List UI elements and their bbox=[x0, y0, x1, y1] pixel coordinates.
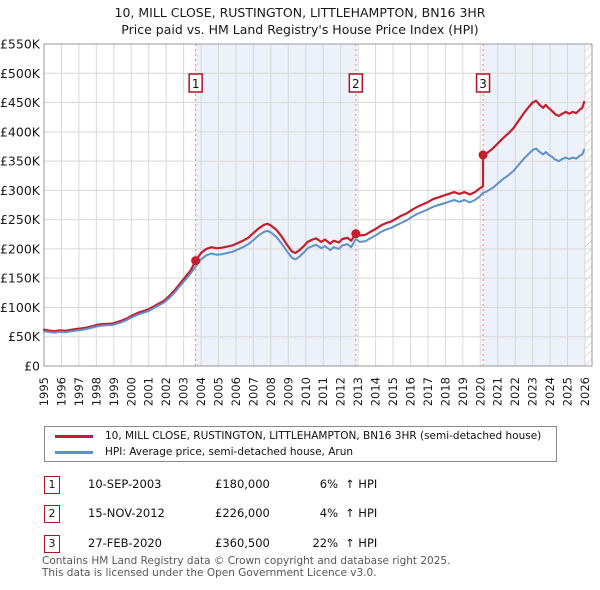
transaction-row: 1 10-SEP-2003 £180,000 6% ↑ HPI bbox=[44, 476, 584, 495]
sale-hpi-suffix: ↑ HPI bbox=[345, 477, 378, 491]
price-chart-plot: 1 2 3 £0 £50K £100K £150K £200K £250K £300K £350K £… bbox=[0, 37, 593, 406]
sale-price: £180,000 bbox=[215, 477, 270, 491]
sale-flag-1: 1 bbox=[44, 476, 60, 494]
x-tick-label: 1998 bbox=[89, 377, 103, 406]
footer-line-1: Contains HM Land Registry data © Crown c… bbox=[42, 555, 451, 567]
x-tick-label: 2012 bbox=[334, 377, 348, 406]
footer-line-2: This data is licensed under the Open Gov… bbox=[42, 566, 377, 579]
sale-flag-marker-1 bbox=[188, 73, 203, 93]
x-tick-label: 2020 bbox=[473, 377, 487, 406]
x-tick-label: 2001 bbox=[142, 377, 156, 406]
sale-flag-marker-2 bbox=[348, 73, 364, 93]
sale-flag-2: 2 bbox=[44, 505, 60, 523]
sale-hpi-suffix: ↑ HPI bbox=[345, 506, 378, 520]
series-property-line bbox=[42, 99, 586, 333]
x-tick-label: 2017 bbox=[421, 377, 435, 406]
sale-date: 27-FEB-2020 bbox=[88, 536, 162, 550]
transaction-row: 2 15-NOV-2012 £226,000 4% ↑ HPI bbox=[44, 505, 584, 524]
sale-hpi-suffix: ↑ HPI bbox=[345, 536, 378, 550]
sale-price: £226,000 bbox=[215, 506, 270, 520]
x-tick-label: 2014 bbox=[369, 377, 383, 406]
x-tick-label: 2018 bbox=[438, 377, 452, 406]
x-tick-label: 2019 bbox=[456, 377, 470, 406]
sale-date: 10-SEP-2003 bbox=[88, 477, 162, 491]
y-tick-label: £550K bbox=[0, 37, 41, 52]
sale-dot-3 bbox=[478, 150, 488, 160]
sale-flag-number-1: 1 bbox=[192, 77, 200, 91]
legend-item-hpi: HPI: Average price, semi-detached house,… bbox=[45, 444, 556, 460]
x-tick-label: 2007 bbox=[246, 377, 260, 406]
plot-border bbox=[43, 43, 593, 367]
sale-dot-1 bbox=[191, 256, 201, 266]
sale-price: £360,500 bbox=[215, 536, 270, 550]
sale-flag-3: 3 bbox=[44, 535, 60, 553]
x-tick-label: 2009 bbox=[281, 377, 295, 406]
y-tick-label: £300K bbox=[0, 183, 41, 198]
sale-hpi-percent: 6% bbox=[319, 477, 338, 491]
ownership-band bbox=[195, 44, 356, 366]
x-tick-label: 2006 bbox=[229, 377, 243, 406]
x-tick-label: 2005 bbox=[212, 377, 226, 406]
chart-subtitle: Price paid vs. HM Land Registry's House … bbox=[121, 22, 479, 37]
legend-label-hpi: HPI: Average price, semi-detached house,… bbox=[105, 446, 354, 458]
x-tick-label: 2003 bbox=[177, 377, 191, 406]
x-tick-label: 1997 bbox=[72, 377, 86, 406]
x-tick-label: 2013 bbox=[351, 377, 365, 406]
x-tick-label: 2023 bbox=[526, 377, 540, 406]
x-tick-label: 2024 bbox=[543, 377, 557, 406]
y-tick-label: £500K bbox=[0, 66, 41, 81]
x-tick-label: 2021 bbox=[491, 377, 505, 406]
transaction-row: 3 27-FEB-2020 £360,500 22% ↑ HPI bbox=[44, 535, 584, 554]
ownership-band bbox=[483, 44, 585, 366]
x-tick-label: 2002 bbox=[159, 377, 173, 406]
chart-title: 10, MILL CLOSE, RUSTINGTON, LITTLEHAMPTO… bbox=[114, 5, 486, 20]
sale-flag-marker-3 bbox=[475, 73, 491, 93]
license-footer: Contains HM Land Registry data © Crown c… bbox=[42, 555, 451, 579]
x-tick-label: 2026 bbox=[578, 377, 592, 406]
x-tick-label: 2016 bbox=[403, 377, 417, 406]
sale-flag-number-2: 2 bbox=[352, 77, 360, 91]
x-tick-label: 2011 bbox=[316, 377, 330, 406]
sale-date: 15-NOV-2012 bbox=[88, 506, 165, 520]
x-tick-label: 1995 bbox=[37, 377, 51, 406]
x-tick-label: 2025 bbox=[561, 377, 575, 406]
sale-hpi-percent: 22% bbox=[312, 536, 338, 550]
x-tick-label: 2008 bbox=[264, 377, 278, 406]
legend-label-property: 10, MILL CLOSE, RUSTINGTON, LITTLEHAMPTO… bbox=[105, 430, 542, 442]
x-tick-label: 2004 bbox=[194, 377, 208, 406]
y-tick-label: £450K bbox=[0, 95, 41, 110]
x-tick-label: 2022 bbox=[508, 377, 522, 406]
series-hpi-line bbox=[43, 147, 586, 334]
y-tick-label: £50K bbox=[8, 329, 41, 344]
y-tick-label: £200K bbox=[0, 241, 41, 256]
y-tick-label: £100K bbox=[0, 300, 41, 315]
y-tick-label: £0 bbox=[24, 359, 40, 374]
y-tick-label: £250K bbox=[0, 212, 41, 227]
y-tick-label: £350K bbox=[0, 154, 41, 169]
hpi-line-swatch bbox=[55, 450, 93, 454]
chart-legend: 10, MILL CLOSE, RUSTINGTON, LITTLEHAMPTO… bbox=[44, 426, 557, 462]
x-tick-label: 2015 bbox=[386, 377, 400, 406]
sale-dot-2 bbox=[351, 229, 361, 239]
x-tick-label: 2010 bbox=[299, 377, 313, 406]
y-tick-label: £150K bbox=[0, 271, 41, 286]
x-tick-label: 1999 bbox=[107, 377, 121, 406]
x-tick-label: 2000 bbox=[124, 377, 138, 406]
x-tick-label: 1996 bbox=[54, 377, 68, 406]
y-tick-label: £400K bbox=[0, 124, 41, 139]
sale-hpi-percent: 4% bbox=[319, 506, 338, 520]
future-hatch bbox=[585, 44, 592, 366]
sale-flag-number-3: 3 bbox=[479, 77, 487, 91]
legend-item-property: 10, MILL CLOSE, RUSTINGTON, LITTLEHAMPTO… bbox=[45, 428, 556, 444]
property-line-swatch bbox=[55, 434, 93, 438]
